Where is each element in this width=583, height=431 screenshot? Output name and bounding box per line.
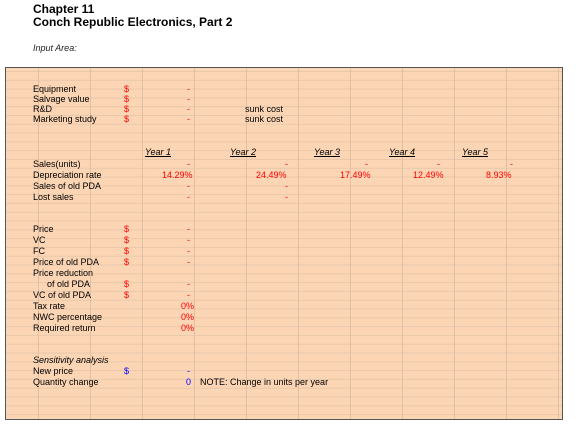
depreciation-year5[interactable]: 8.93% bbox=[486, 170, 512, 180]
lost-sales-year2[interactable]: - bbox=[285, 192, 288, 202]
label-fc: FC bbox=[33, 246, 45, 256]
currency-symbol: $ bbox=[124, 224, 130, 234]
currency-symbol: $ bbox=[124, 290, 130, 300]
tax-rate-value[interactable]: 0% bbox=[181, 301, 195, 311]
fc-value[interactable]: - bbox=[187, 246, 190, 256]
label-required-return: Required return bbox=[33, 323, 96, 333]
salvage-value-value[interactable]: - bbox=[187, 94, 190, 104]
quantity-change-value[interactable]: 0 bbox=[186, 377, 192, 387]
price-old-pda-value[interactable]: - bbox=[187, 257, 190, 267]
label-price: Price bbox=[33, 224, 54, 234]
equipment-value[interactable]: - bbox=[187, 84, 190, 94]
sales-units-year3[interactable]: - bbox=[365, 159, 368, 169]
lost-sales-value[interactable]: - bbox=[187, 192, 190, 202]
chapter-heading: Chapter 11 bbox=[33, 2, 95, 16]
input-area-label: Input Area: bbox=[33, 43, 77, 53]
currency-symbol: $ bbox=[124, 279, 130, 289]
label-lost-sales: Lost sales bbox=[33, 192, 74, 202]
label-quantity-change: Quantity change bbox=[33, 377, 99, 387]
price-reduction-value[interactable]: - bbox=[187, 279, 190, 289]
label-salvage-value: Salvage value bbox=[33, 94, 90, 104]
currency-symbol: $ bbox=[124, 366, 130, 376]
vc-old-pda-value[interactable]: - bbox=[187, 290, 190, 300]
label-sensitivity-analysis: Sensitivity analysis bbox=[33, 355, 109, 365]
label-tax-rate: Tax rate bbox=[33, 301, 66, 311]
sales-units-year4[interactable]: - bbox=[437, 159, 440, 169]
marketing-study-value[interactable]: - bbox=[187, 114, 190, 124]
label-new-price: New price bbox=[33, 366, 74, 376]
sheet-title: Conch Republic Electronics, Part 2 bbox=[33, 15, 233, 29]
year-header-1: Year 1 bbox=[145, 147, 172, 157]
depreciation-year1[interactable]: 14.29% bbox=[162, 170, 193, 180]
currency-symbol: $ bbox=[124, 94, 130, 104]
year-header-2: Year 2 bbox=[230, 147, 257, 157]
sales-units-year1[interactable]: - bbox=[187, 159, 190, 169]
label-vc-old-pda: VC of old PDA bbox=[33, 290, 92, 300]
label-sales-old-pda: Sales of old PDA bbox=[33, 181, 102, 191]
label-marketing-study: Marketing study bbox=[33, 114, 97, 124]
depreciation-year4[interactable]: 12.49% bbox=[413, 170, 444, 180]
label-nwc-percentage: NWC percentage bbox=[33, 312, 103, 322]
currency-symbol: $ bbox=[124, 84, 130, 94]
nwc-percentage-value[interactable]: 0% bbox=[181, 312, 195, 322]
year-header-4: Year 4 bbox=[389, 147, 416, 157]
new-price-value[interactable]: - bbox=[187, 366, 190, 376]
year-header-3: Year 3 bbox=[314, 147, 341, 157]
currency-symbol: $ bbox=[124, 104, 130, 114]
label-price-old-pda: Price of old PDA bbox=[33, 257, 100, 267]
sales-old-pda-value[interactable]: - bbox=[187, 181, 190, 191]
currency-symbol: $ bbox=[124, 246, 130, 256]
depreciation-year3[interactable]: 17.49% bbox=[340, 170, 371, 180]
depreciation-year2[interactable]: 24.49% bbox=[256, 170, 287, 180]
input-area-box bbox=[5, 67, 563, 420]
label-rd: R&D bbox=[33, 104, 53, 114]
units-note: NOTE: Change in units per year bbox=[200, 377, 329, 387]
price-value[interactable]: - bbox=[187, 224, 190, 234]
rd-note: sunk cost bbox=[245, 104, 284, 114]
sales-units-year2[interactable]: - bbox=[285, 159, 288, 169]
label-sales-units: Sales(units) bbox=[33, 159, 81, 169]
rd-value[interactable]: - bbox=[187, 104, 190, 114]
currency-symbol: $ bbox=[124, 114, 130, 124]
label-vc: VC bbox=[33, 235, 46, 245]
required-return-value[interactable]: 0% bbox=[181, 323, 195, 333]
label-price-reduction-old-pda: of old PDA bbox=[47, 279, 91, 289]
currency-symbol: $ bbox=[124, 235, 130, 245]
year-header-5: Year 5 bbox=[462, 147, 489, 157]
label-depreciation-rate: Depreciation rate bbox=[33, 170, 102, 180]
label-price-reduction: Price reduction bbox=[33, 268, 94, 278]
label-equipment: Equipment bbox=[33, 84, 77, 94]
sales-old-pda-year2[interactable]: - bbox=[285, 181, 288, 191]
sales-units-year5[interactable]: - bbox=[510, 159, 513, 169]
currency-symbol: $ bbox=[124, 257, 130, 267]
marketing-study-note: sunk cost bbox=[245, 114, 284, 124]
vc-value[interactable]: - bbox=[187, 235, 190, 245]
